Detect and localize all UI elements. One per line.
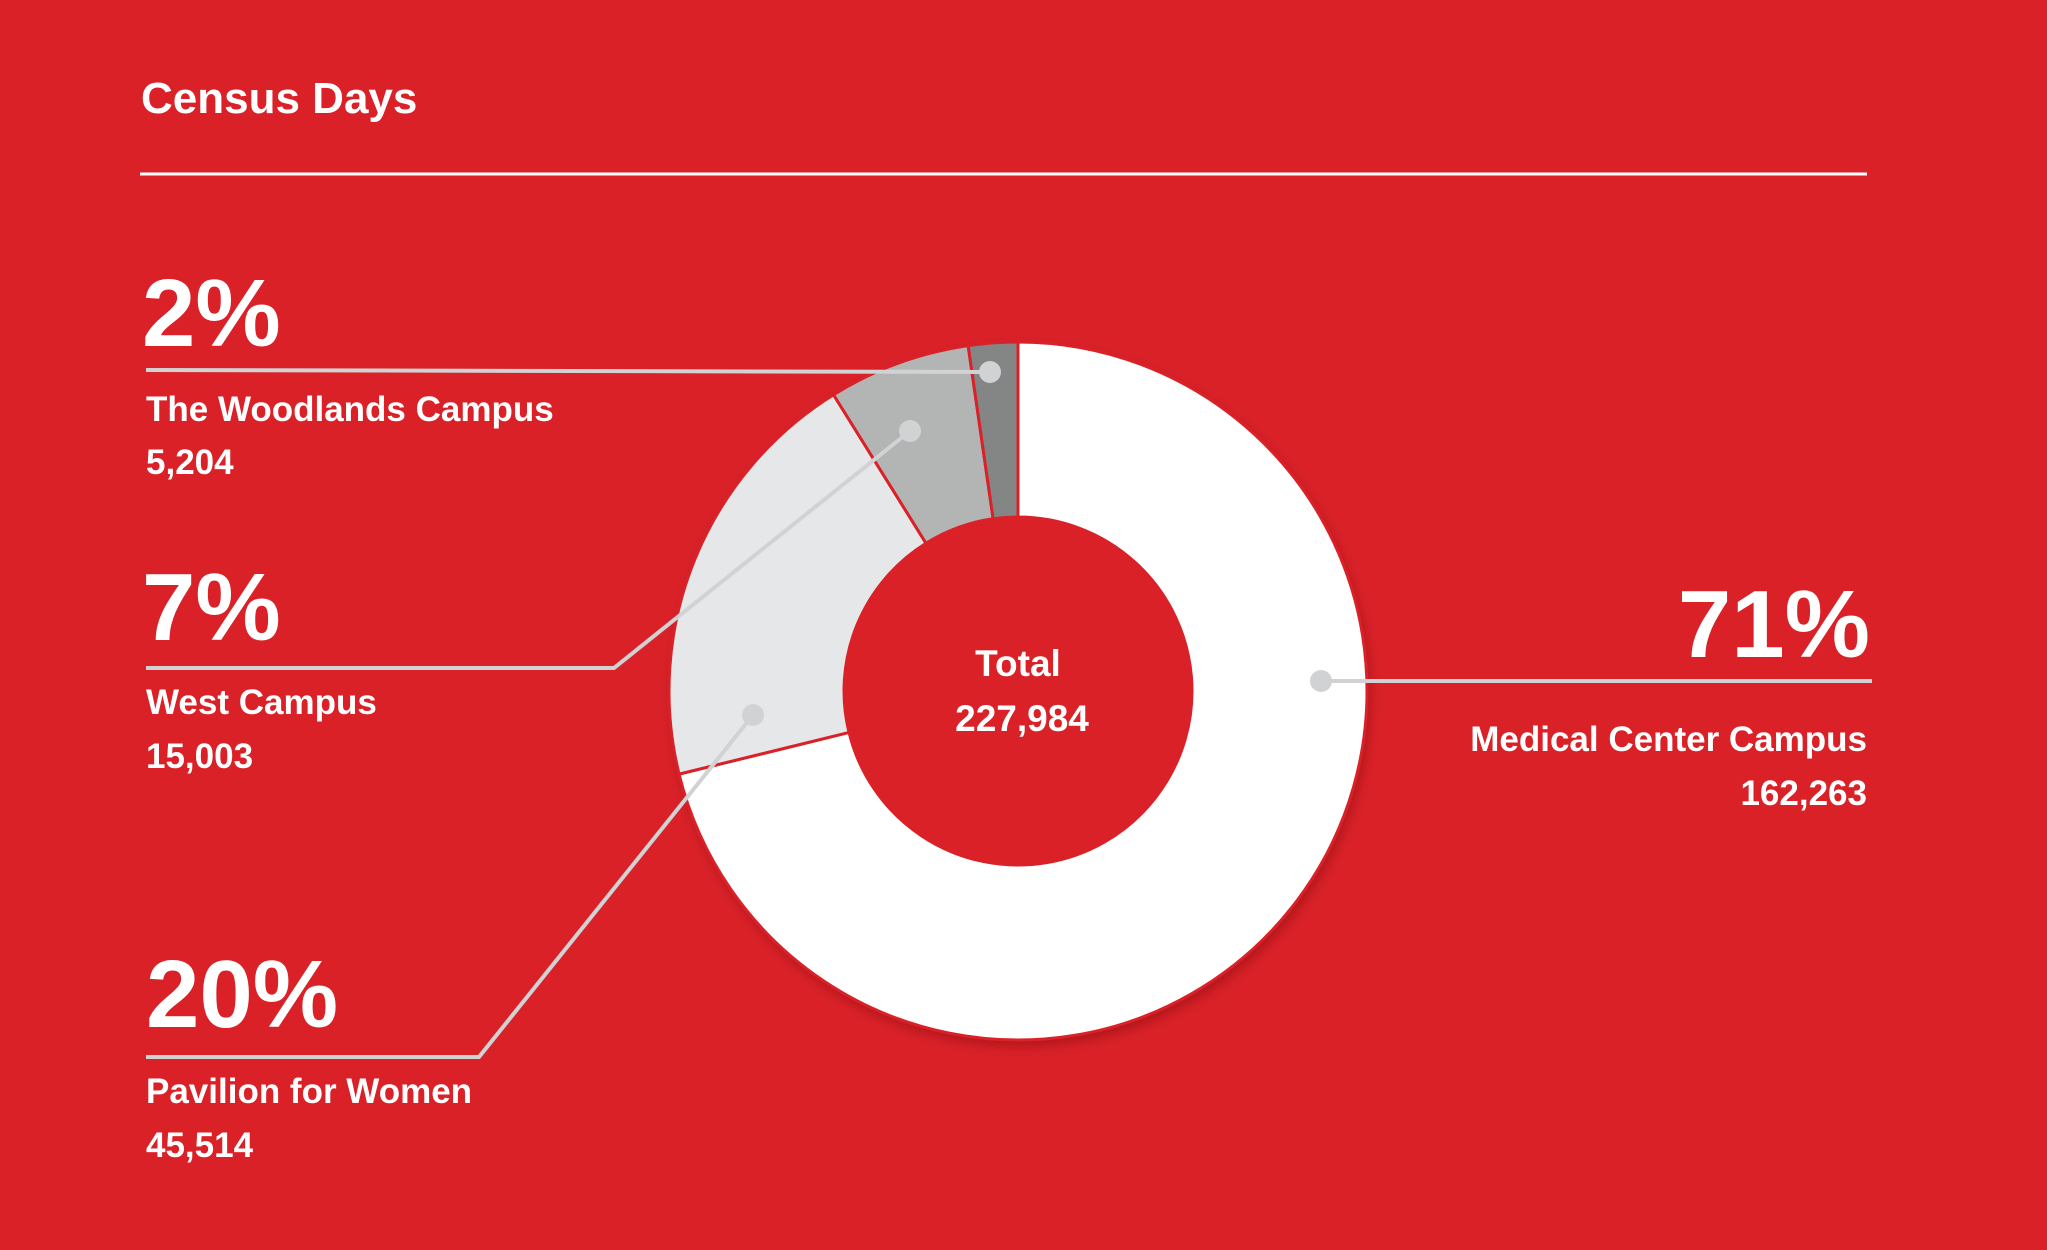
dot-medical <box>1310 670 1332 692</box>
value-woodlands: 5,204 <box>146 443 234 482</box>
leader-west <box>146 429 912 670</box>
total-label: Total <box>975 643 1061 684</box>
value-medical: 162,263 <box>1740 774 1867 813</box>
donut <box>667 340 1370 1046</box>
percent-pavilion: 20% <box>146 941 338 1048</box>
percent-woodlands: 2% <box>142 260 281 367</box>
label-pavilion: Pavilion for Women <box>146 1072 472 1111</box>
leader-pavilion <box>146 713 755 1059</box>
dot-west <box>899 420 921 442</box>
total-value: 227,984 <box>955 698 1089 739</box>
dot-woodlands <box>979 361 1001 383</box>
dot-pavilion <box>742 704 764 726</box>
donut-hole <box>844 517 1192 865</box>
value-pavilion: 45,514 <box>146 1126 254 1165</box>
label-west: West Campus <box>146 683 377 722</box>
value-west: 15,003 <box>146 737 253 776</box>
leader-woodlands <box>145 368 991 374</box>
label-woodlands: The Woodlands Campus <box>146 390 554 429</box>
percent-medical: 71% <box>1678 571 1870 678</box>
percent-west: 7% <box>142 554 281 661</box>
chart-title: Census Days <box>141 74 417 123</box>
label-medical: Medical Center Campus <box>1470 720 1867 759</box>
